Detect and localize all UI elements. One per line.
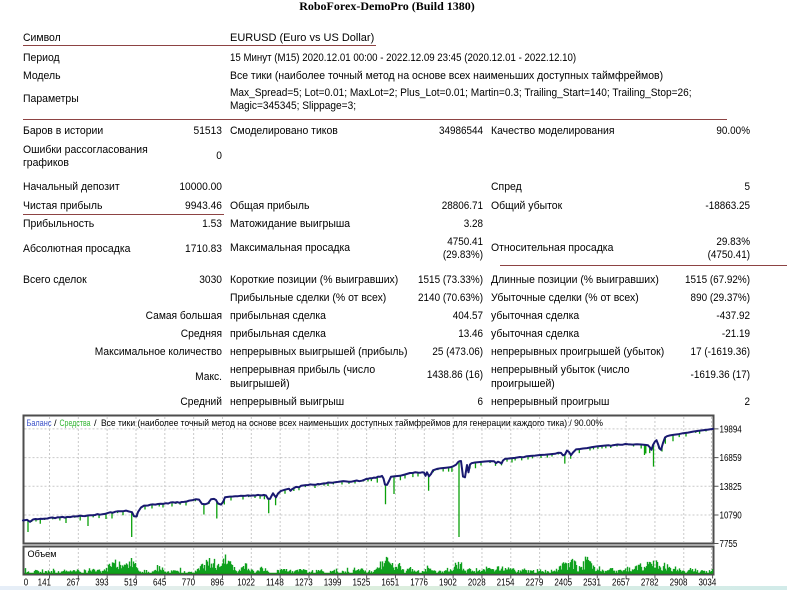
svg-text:2405: 2405	[554, 577, 572, 588]
svg-text:/: /	[54, 418, 57, 428]
svg-text:1399: 1399	[324, 577, 342, 588]
svg-text:1022: 1022	[237, 577, 255, 588]
svg-text:13825: 13825	[720, 482, 743, 493]
svg-text:10790: 10790	[720, 511, 743, 522]
svg-text:19894: 19894	[720, 424, 743, 435]
svg-text:1776: 1776	[410, 577, 428, 588]
svg-text:519: 519	[124, 577, 137, 588]
svg-text:393: 393	[95, 577, 109, 588]
svg-text:/: /	[94, 418, 97, 428]
svg-text:2028: 2028	[468, 577, 486, 588]
svg-text:896: 896	[211, 577, 225, 588]
svg-text:3034: 3034	[698, 577, 716, 588]
svg-text:267: 267	[66, 577, 79, 588]
svg-text:1651: 1651	[381, 577, 399, 588]
svg-text:Баланс: Баланс	[27, 418, 52, 428]
svg-text:1273: 1273	[295, 577, 313, 588]
svg-text:Все тики (наиболее точный мето: Все тики (наиболее точный метод на основ…	[101, 418, 603, 428]
svg-text:770: 770	[182, 577, 196, 588]
svg-text:141: 141	[38, 577, 51, 588]
svg-text:645: 645	[153, 577, 167, 588]
svg-text:1525: 1525	[353, 577, 371, 588]
svg-text:2531: 2531	[583, 577, 601, 588]
svg-text:Объем: Объем	[28, 549, 57, 559]
svg-text:0: 0	[24, 577, 29, 588]
svg-text:2154: 2154	[497, 577, 515, 588]
svg-text:2782: 2782	[641, 577, 659, 588]
svg-text:2279: 2279	[526, 577, 544, 588]
svg-text:7755: 7755	[720, 539, 738, 550]
svg-text:1148: 1148	[266, 577, 284, 588]
svg-text:1902: 1902	[439, 577, 457, 588]
svg-text:16859: 16859	[720, 453, 742, 464]
svg-text:Средства: Средства	[60, 418, 92, 428]
svg-text:2908: 2908	[670, 577, 688, 588]
svg-text:2657: 2657	[612, 577, 630, 588]
